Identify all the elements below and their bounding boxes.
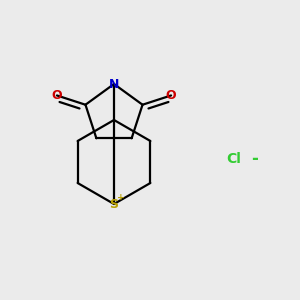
Text: O: O [166,89,176,102]
Text: Cl: Cl [226,152,242,166]
Text: O: O [52,89,62,102]
Text: N: N [109,77,119,91]
Text: +: + [117,193,124,202]
Text: -: - [252,150,258,168]
Text: S: S [110,197,118,211]
